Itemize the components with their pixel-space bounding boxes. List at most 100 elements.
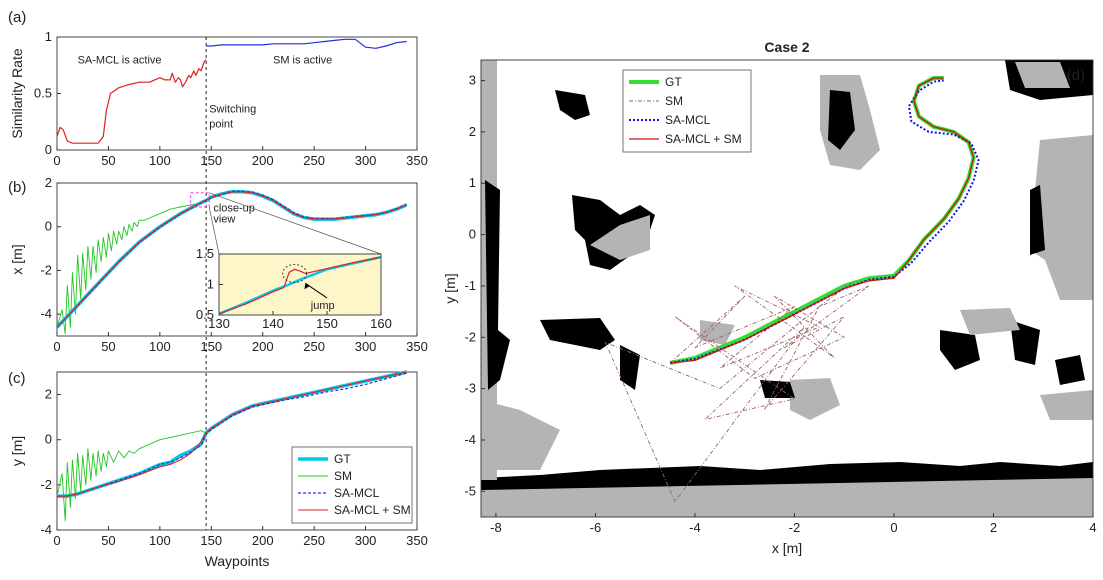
x-tick-label: 50 (101, 533, 115, 548)
x-tick-label: 250 (303, 339, 325, 354)
map-bottom-wall (481, 462, 1093, 490)
map-blob (1030, 135, 1093, 300)
panel-label: (a) (8, 9, 26, 26)
y-tick-label: 0.5 (34, 86, 52, 101)
map-blob (790, 378, 840, 420)
x-tick-label: 130 (208, 316, 230, 331)
jump-arrow (305, 282, 328, 299)
x-tick-label: 0 (53, 533, 60, 548)
x-tick-label: 100 (149, 153, 171, 168)
y-tick-label: 1 (207, 277, 214, 292)
jump-arrowhead (304, 283, 310, 290)
annotation: point (209, 118, 233, 130)
x-tick-label: -6 (590, 520, 602, 535)
x-tick-label: 350 (406, 153, 428, 168)
x-tick-label: 200 (252, 533, 274, 548)
map-left-wall (485, 180, 510, 390)
jump-circle (282, 264, 308, 284)
legend-entry: SA-MCL (334, 486, 380, 500)
close-up-box (190, 192, 210, 208)
legend-entry: SM (334, 469, 352, 483)
series-line (206, 38, 407, 49)
x-axis-label: x [m] (772, 540, 802, 556)
y-axis-label: x [m] (9, 244, 25, 274)
x-tick-label: 150 (200, 153, 222, 168)
map-blob (828, 90, 855, 150)
legend-entry: GT (334, 452, 351, 466)
y-tick-label: 0.5 (196, 307, 214, 322)
x-tick-label: 0 (53, 153, 60, 168)
legend-entry: SA-MCL (665, 113, 711, 127)
x-tick-label: 300 (355, 533, 377, 548)
panel-c: 0 50 100 150 200 250 300 350 -4 -2 0 2 (c) y [m] Waypo… (8, 370, 428, 569)
inset-red-line (218, 256, 382, 315)
map-blob (1040, 390, 1093, 420)
x-tick-label: 100 (149, 533, 171, 548)
x-tick-label: 150 (316, 316, 338, 331)
panel-a: 0 50 100 150 200 250 300 350 0 0.5 1 (a) Similarity … (8, 9, 428, 168)
x-tick-label: -4 (689, 520, 701, 535)
x-tick-label: 200 (252, 339, 274, 354)
x-tick-label: 150 (200, 339, 222, 354)
legend-entry: SA-MCL + SM (665, 132, 742, 146)
x-tick-label: 160 (370, 316, 392, 331)
chart-title: Case 2 (764, 39, 809, 55)
axes-frame (56, 371, 418, 531)
x-tick-label: 4 (1089, 520, 1096, 535)
y-tick-label: 2 (45, 387, 52, 402)
x-tick-label: 2 (990, 520, 997, 535)
panel-label: (c) (8, 370, 26, 387)
zoom-connector (208, 206, 220, 255)
map-blob (555, 90, 590, 120)
x-axis-label: Waypoints (205, 553, 270, 569)
x-tick-label: 0 (890, 520, 897, 535)
x-tick-label: 300 (355, 153, 377, 168)
y-tick-label: 3 (469, 73, 476, 88)
x-tick-label: 250 (303, 153, 325, 168)
map-left-region (481, 400, 560, 470)
occupancy-map (481, 60, 1093, 517)
x-tick-label: 350 (406, 339, 428, 354)
legend-entry: GT (665, 75, 682, 89)
x-tick-label: 100 (149, 339, 171, 354)
map-blob (1010, 320, 1040, 365)
panel-d: -8 -6 -4 -2 0 2 4 -5 -4 -3 -2 -1 0 1 2 3 Case 2 (d) y [m] x… (442, 39, 1097, 556)
panel-label: (b) (8, 179, 26, 196)
x-tick-label: 50 (101, 153, 115, 168)
y-tick-label: 2 (45, 175, 52, 190)
y-tick-label: -4 (464, 432, 476, 447)
series-line (57, 371, 407, 497)
y-tick-label: 1 (469, 175, 476, 190)
x-tick-label: 150 (200, 533, 222, 548)
y-tick-label: 0 (45, 432, 52, 447)
series-line (56, 59, 207, 144)
y-tick-label: -4 (40, 522, 52, 537)
map-blob (1015, 62, 1070, 88)
y-tick-label: 0 (45, 142, 52, 157)
annotation: Switching (209, 104, 256, 116)
legend-entry: SM (665, 94, 683, 108)
map-blob (940, 330, 980, 370)
x-tick-label: 250 (303, 533, 325, 548)
y-axis-label: Similarity Rate (9, 48, 25, 138)
map-blob (620, 345, 640, 390)
x-tick-label: 300 (355, 339, 377, 354)
y-tick-label: -2 (40, 262, 52, 277)
x-tick-label: 350 (406, 533, 428, 548)
y-tick-label: -2 (40, 477, 52, 492)
map-blob (960, 308, 1020, 335)
y-tick-label: 1 (45, 29, 52, 44)
series-line (670, 77, 975, 364)
y-tick-label: -5 (464, 483, 476, 498)
y-tick-label: 0 (469, 227, 476, 242)
zoom-connector (209, 192, 382, 255)
series-line (56, 201, 207, 335)
y-tick-label: -3 (464, 381, 476, 396)
panel-label: (d) (1067, 67, 1085, 84)
y-tick-label: -1 (464, 278, 476, 293)
annotation: SA-MCL is active (78, 55, 162, 67)
x-tick-label: -2 (789, 520, 801, 535)
map-blob (1055, 355, 1085, 385)
map-blob (1030, 185, 1045, 255)
